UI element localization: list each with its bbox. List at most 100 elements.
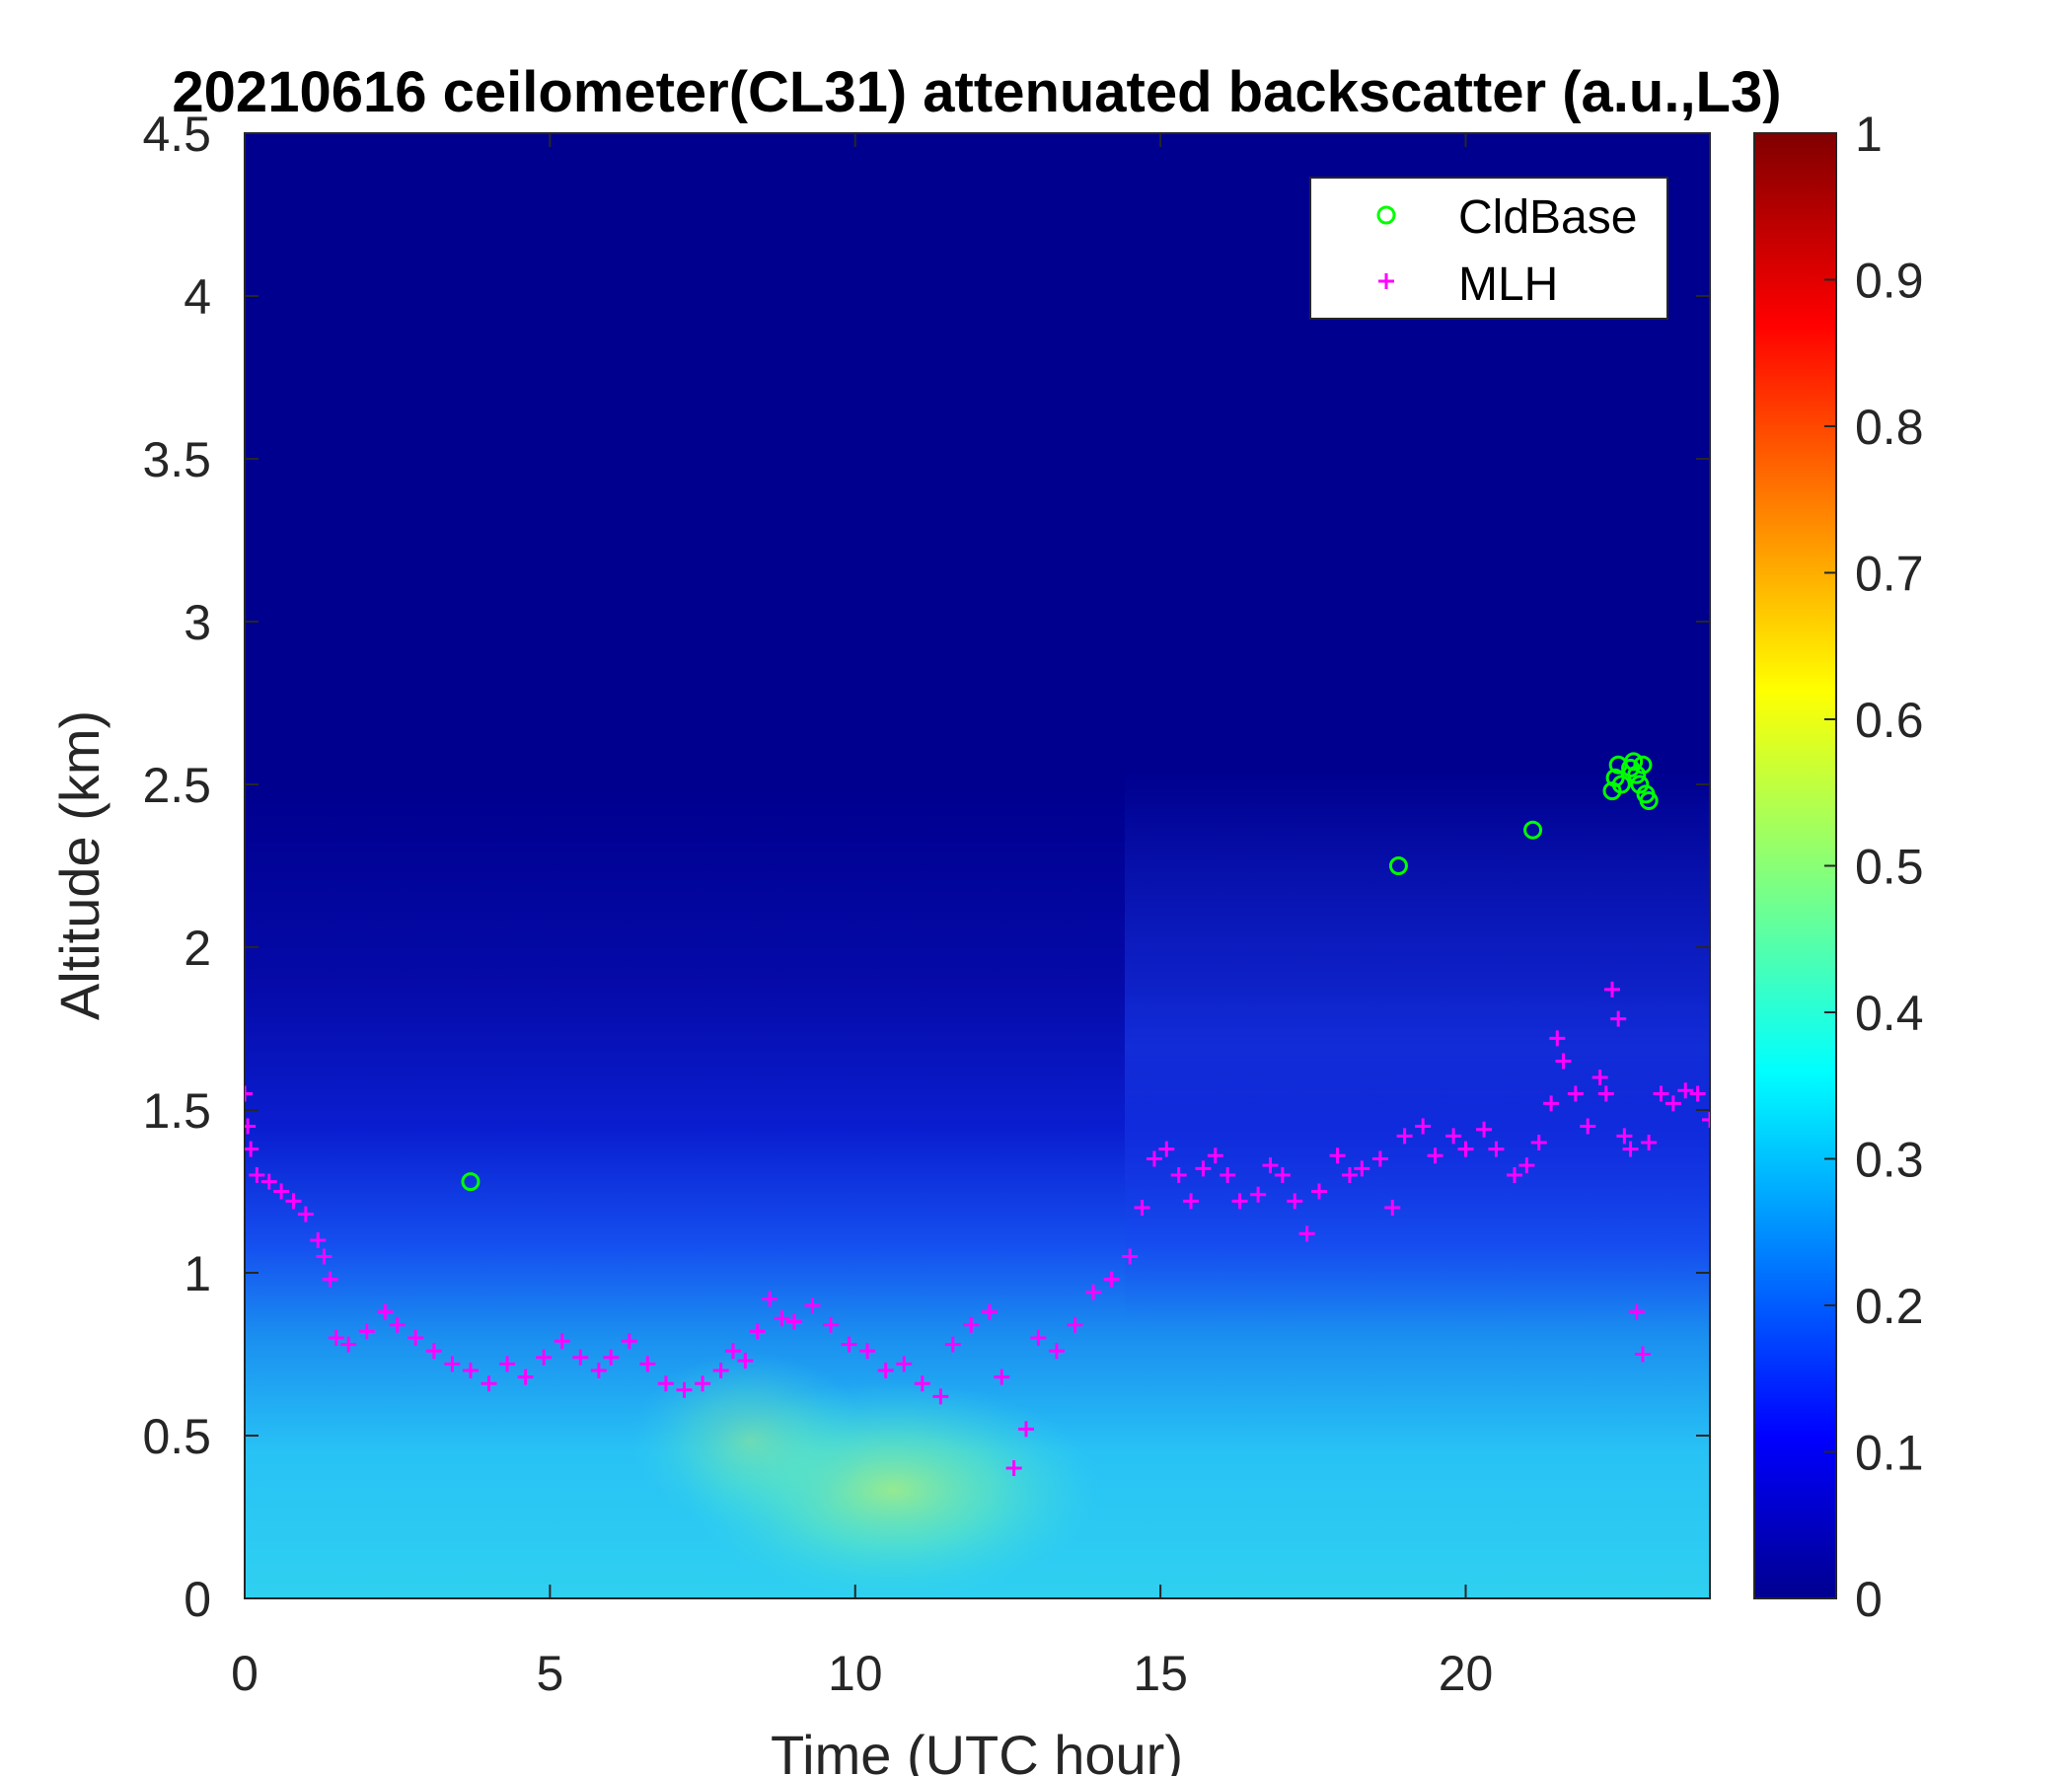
mlh-point — [914, 1375, 930, 1392]
mlh-point — [1067, 1316, 1083, 1333]
mlh-point — [1274, 1167, 1291, 1183]
y-tick-label: 2 — [184, 921, 211, 976]
mlh-point — [1567, 1085, 1584, 1102]
mlh-point — [1018, 1421, 1034, 1438]
mlh-point — [1628, 1303, 1645, 1320]
x-axis-ticks: 0 5 10 15 20 — [231, 133, 1493, 1701]
y-tick-label: 4.5 — [142, 107, 211, 162]
mlh-point — [249, 1167, 265, 1183]
mlh-point — [481, 1375, 497, 1392]
mlh-point — [657, 1375, 674, 1392]
y-tick-label: 4 — [184, 269, 211, 325]
cldbase-series — [461, 752, 1659, 1192]
mlh-point — [695, 1375, 711, 1392]
mlh-point — [859, 1343, 876, 1360]
mlh-point — [590, 1363, 607, 1378]
x-tick-label: 5 — [536, 1646, 563, 1701]
y-axis-label: Altitude (km) — [48, 710, 111, 1020]
mlh-point — [1103, 1271, 1120, 1288]
mlh-point — [1634, 1346, 1651, 1363]
mlh-point — [1427, 1147, 1443, 1164]
mlh-point — [1311, 1183, 1327, 1200]
y-axis-ticks: 0 0.5 1 1.5 2 2.5 3 3.5 4 4.5 — [142, 107, 1710, 1627]
cldbase-point — [1627, 765, 1647, 784]
mlh-point — [1488, 1141, 1505, 1157]
x-axis-label: Time (UTC hour) — [771, 1724, 1183, 1776]
mlh-point — [1287, 1193, 1303, 1210]
mlh-point — [444, 1356, 461, 1372]
mlh-point — [712, 1363, 729, 1378]
mlh-point — [877, 1363, 894, 1378]
x-tick-label: 0 — [231, 1646, 259, 1701]
mlh-point — [1250, 1186, 1267, 1203]
chart-title: 20210616 ceilometer(CL31) attenuated bac… — [172, 60, 1781, 124]
mlh-point — [1396, 1128, 1413, 1145]
mlh-point — [932, 1388, 949, 1405]
cldbase-point — [1388, 856, 1408, 875]
mlh-point — [1610, 1010, 1627, 1027]
legend-mlh-label: MLH — [1458, 259, 1558, 311]
mlh-point — [389, 1316, 406, 1333]
mlh-point — [328, 1330, 344, 1346]
cldbase-point — [1639, 791, 1659, 810]
mlh-point — [358, 1323, 375, 1340]
cldbase-point — [1523, 820, 1543, 840]
mlh-point — [1543, 1095, 1560, 1112]
mlh-point — [639, 1356, 656, 1372]
mlh-point — [1415, 1118, 1432, 1135]
mlh-point — [260, 1173, 277, 1190]
mlh-point — [1665, 1095, 1681, 1112]
mlh-point — [340, 1336, 357, 1353]
cldbase-point — [1611, 775, 1631, 794]
mlh-point — [310, 1232, 327, 1248]
mlh-point — [1457, 1141, 1474, 1157]
mlh-point — [774, 1310, 790, 1327]
mlh-point — [749, 1323, 766, 1340]
colorbar-tick-label: 0.9 — [1855, 254, 1924, 309]
colorbar-gradient — [1753, 132, 1837, 1599]
y-tick-label: 2.5 — [142, 758, 211, 813]
y-tick-label: 0.5 — [142, 1409, 211, 1464]
mlh-point — [536, 1349, 553, 1366]
colorbar-tick-label: 0 — [1855, 1572, 1883, 1627]
mlh-point — [1207, 1147, 1223, 1164]
plot-area — [244, 132, 1711, 1599]
mlh-point — [762, 1291, 778, 1307]
legend-cldbase-marker — [1376, 205, 1396, 225]
cldbase-point — [1633, 755, 1653, 775]
mlh-point — [1549, 1030, 1566, 1047]
y-tick-label: 3.5 — [142, 432, 211, 487]
mlh-point — [1298, 1225, 1315, 1242]
mlh-series — [245, 981, 1710, 1476]
mlh-point — [245, 1118, 257, 1135]
mlh-point — [1158, 1141, 1175, 1157]
mlh-point — [316, 1248, 333, 1265]
x-tick-label: 20 — [1439, 1646, 1494, 1701]
colorbar-tick-label: 1 — [1855, 107, 1883, 162]
colorbar-tick-label: 0.7 — [1855, 547, 1924, 602]
colorbar-tick-label: 0.4 — [1855, 986, 1924, 1041]
colorbar-tick-label: 0.1 — [1855, 1426, 1924, 1481]
mlh-point — [1702, 1111, 1710, 1128]
mlh-point — [896, 1356, 913, 1372]
colorbar-tick-label: 0.3 — [1855, 1133, 1924, 1188]
mlh-point — [1677, 1082, 1694, 1099]
mlh-point — [1195, 1160, 1212, 1177]
mlh-point — [1555, 1053, 1572, 1070]
mlh-point — [963, 1316, 980, 1333]
mlh-point — [944, 1336, 961, 1353]
mlh-point — [1231, 1193, 1248, 1210]
mlh-point — [725, 1343, 741, 1360]
mlh-point — [517, 1369, 534, 1385]
mlh-point — [322, 1271, 338, 1288]
mlh-point — [1597, 1085, 1614, 1102]
heatmap-late-layer — [1125, 770, 1710, 1322]
mlh-point — [823, 1316, 839, 1333]
mlh-point — [1641, 1135, 1658, 1150]
x-tick-label: 15 — [1133, 1646, 1188, 1701]
mlh-point — [297, 1206, 314, 1222]
mlh-point — [1085, 1284, 1102, 1300]
x-tick-label: 10 — [828, 1646, 883, 1701]
mlh-point — [1604, 981, 1620, 998]
